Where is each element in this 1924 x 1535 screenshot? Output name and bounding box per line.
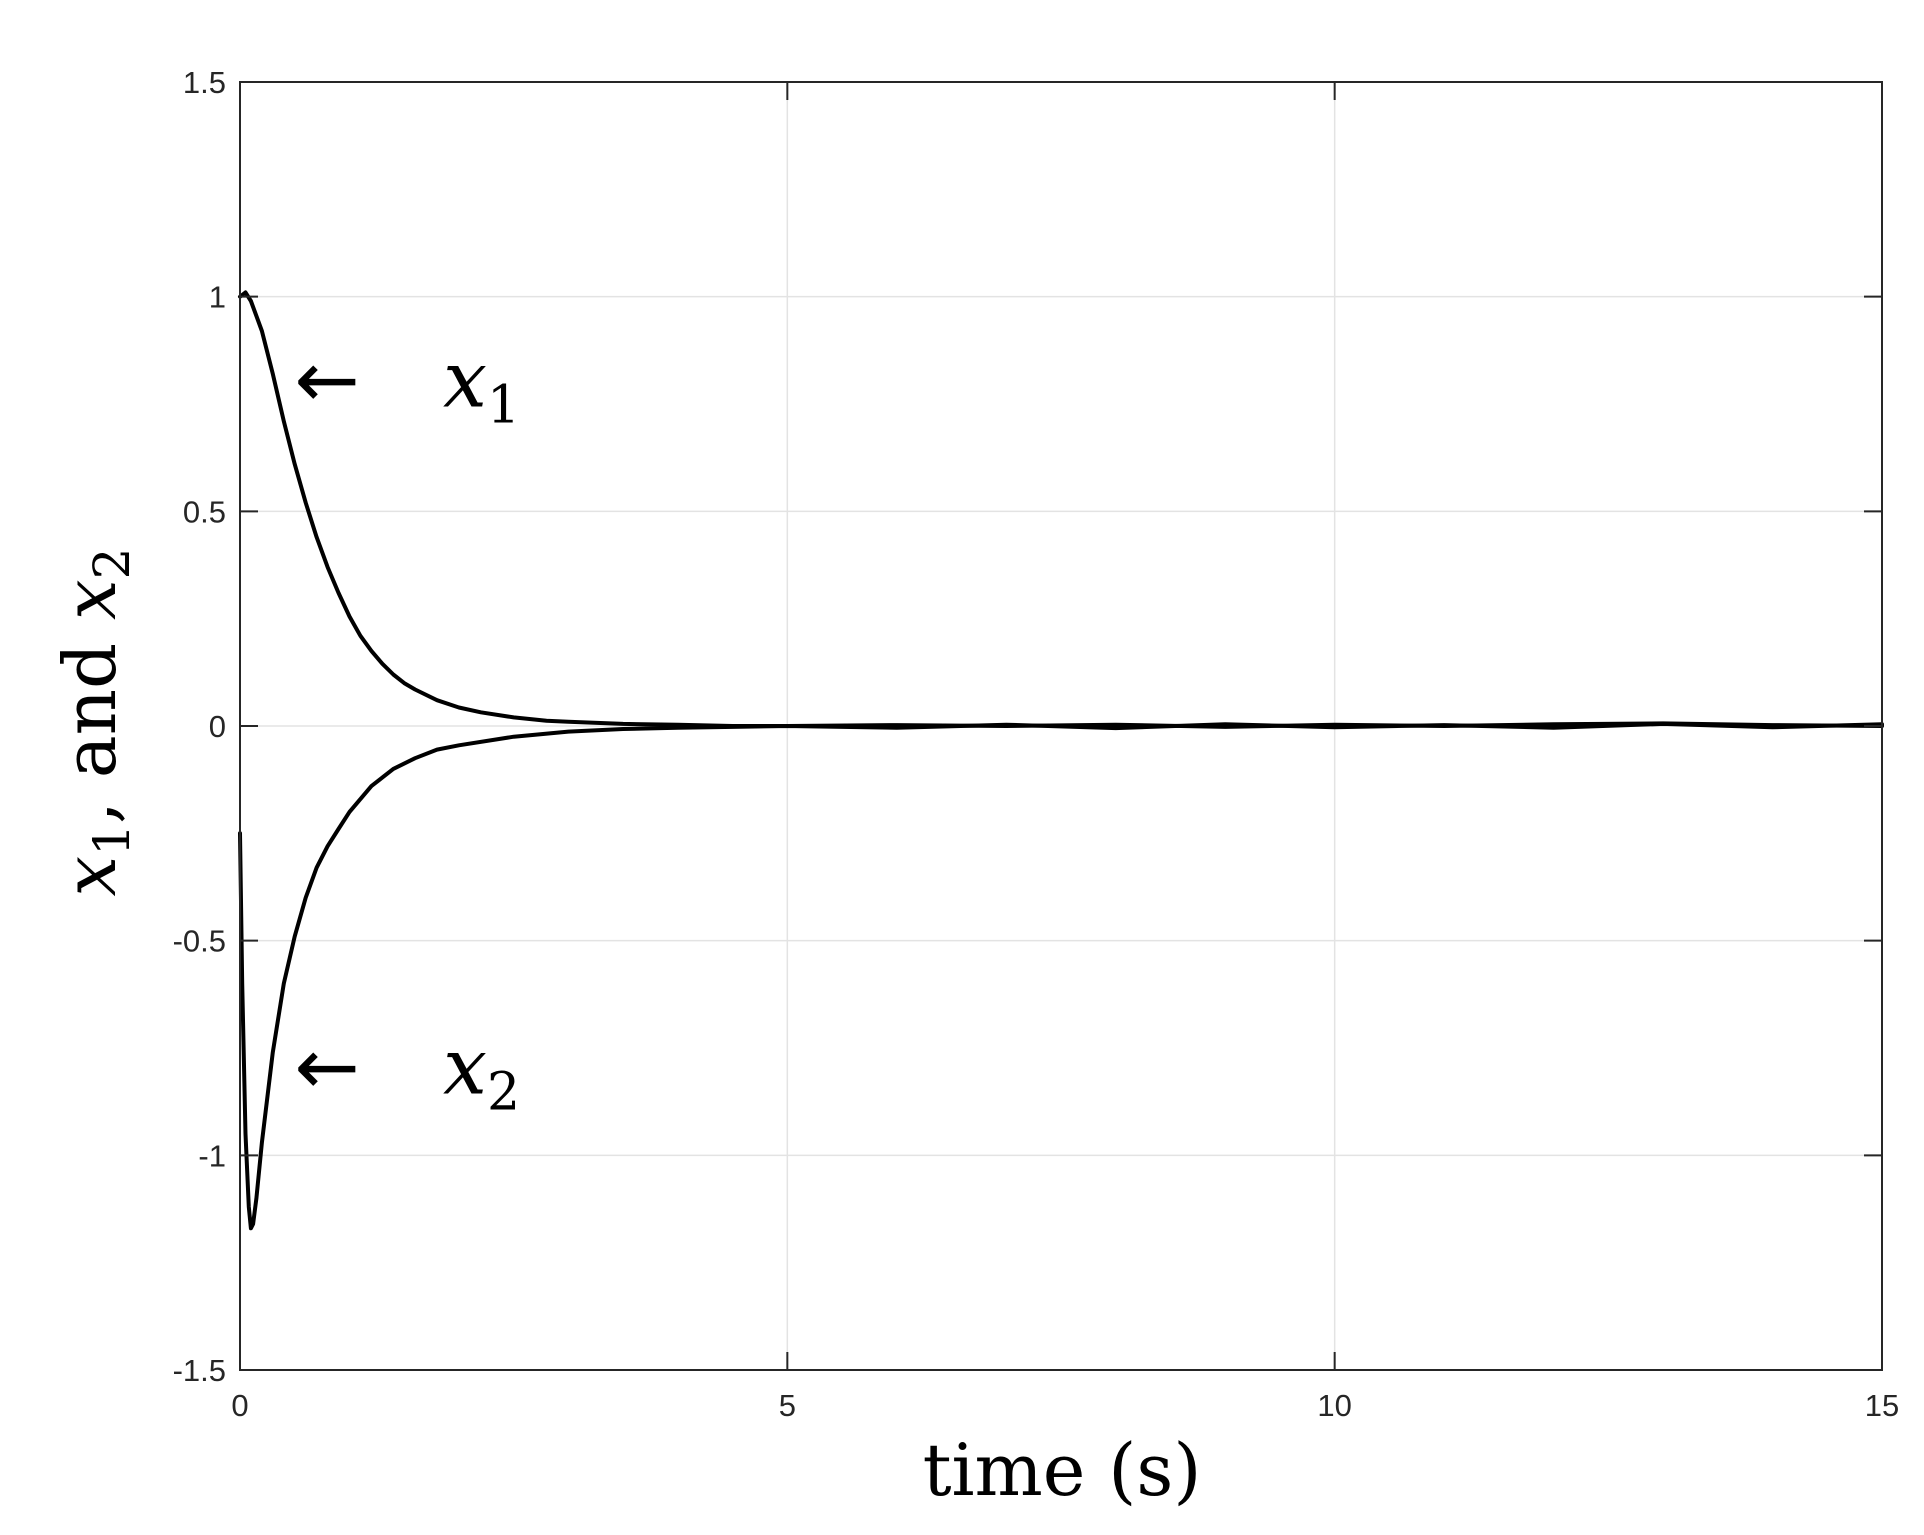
y-tick-label: -1.5 (173, 1353, 226, 1388)
y-tick-label: -1 (198, 1138, 226, 1173)
y-axis-label-var1: x (48, 856, 132, 897)
x-tick-label: 10 (1317, 1388, 1351, 1423)
series-line-2 (238, 721, 1884, 1231)
y-axis-label-sub1: 1 (83, 824, 141, 856)
annotation-arrow: ← (294, 336, 359, 426)
annotation-sub: 1 (487, 376, 520, 436)
y-axis-label: x1, and x2 (48, 548, 141, 897)
y-tick-label: 0.5 (183, 494, 226, 529)
y-tick-label: 1 (209, 280, 226, 315)
y-axis-label-sub2: 2 (83, 548, 141, 580)
x-tick-label: 5 (779, 1388, 796, 1423)
annotation-x1: ← x1 (294, 336, 520, 436)
annotation-var: x (443, 336, 487, 426)
x-axis-label: time (s) (923, 1428, 1202, 1512)
y-axis-label-mid: , and (48, 620, 132, 824)
annotation-x2: ← x2 (294, 1022, 520, 1122)
annotations: ← x1← x2 (294, 336, 520, 1123)
annotation-label: x1 (443, 336, 520, 436)
annotation-sub: 2 (487, 1062, 520, 1122)
y-tick-label: 1.5 (183, 65, 226, 100)
x-tick-label: 15 (1865, 1388, 1899, 1423)
y-axis-label-var2: x (48, 579, 132, 620)
y-tick-label: -0.5 (173, 924, 226, 959)
annotation-arrow: ← (294, 1022, 359, 1112)
annotation-var: x (443, 1022, 487, 1112)
y-tick-label: 0 (209, 709, 226, 744)
ticks: 0 5 10 15 1.5 1 0.5 0 -0.5 -1 -1.5 (173, 65, 1900, 1423)
annotation-label: x2 (443, 1022, 520, 1122)
series-group (238, 290, 1884, 1231)
x-tick-label: 0 (231, 1388, 248, 1423)
